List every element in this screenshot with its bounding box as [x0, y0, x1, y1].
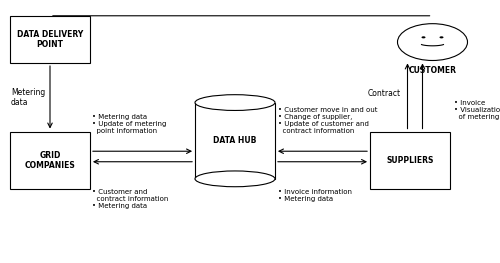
Text: CUSTOMER: CUSTOMER — [408, 66, 457, 75]
Text: • Invoice information
• Metering data: • Invoice information • Metering data — [278, 189, 351, 202]
Text: GRID
COMPANIES: GRID COMPANIES — [24, 151, 76, 170]
Text: • Invoice
• Visualization
  of metering data: • Invoice • Visualization of metering da… — [454, 100, 500, 120]
Ellipse shape — [195, 171, 275, 187]
FancyBboxPatch shape — [10, 132, 90, 189]
Text: • Customer and
  contract information
• Metering data: • Customer and contract information • Me… — [92, 189, 169, 209]
Text: Contract: Contract — [368, 89, 400, 98]
Circle shape — [440, 36, 444, 38]
FancyBboxPatch shape — [370, 132, 450, 189]
Text: DATA DELIVERY
POINT: DATA DELIVERY POINT — [17, 30, 83, 49]
Circle shape — [422, 36, 426, 38]
Polygon shape — [195, 103, 275, 179]
FancyBboxPatch shape — [10, 16, 90, 63]
Text: Metering
data: Metering data — [11, 88, 45, 107]
Text: DATA HUB: DATA HUB — [214, 136, 256, 145]
Text: SUPPLIERS: SUPPLIERS — [386, 156, 434, 165]
Text: • Customer move in and out
• Change of supplier,
• Update of customer and
  cont: • Customer move in and out • Change of s… — [278, 107, 377, 134]
Ellipse shape — [195, 95, 275, 110]
Text: • Metering data
• Update of metering
  point information: • Metering data • Update of metering poi… — [92, 114, 167, 134]
